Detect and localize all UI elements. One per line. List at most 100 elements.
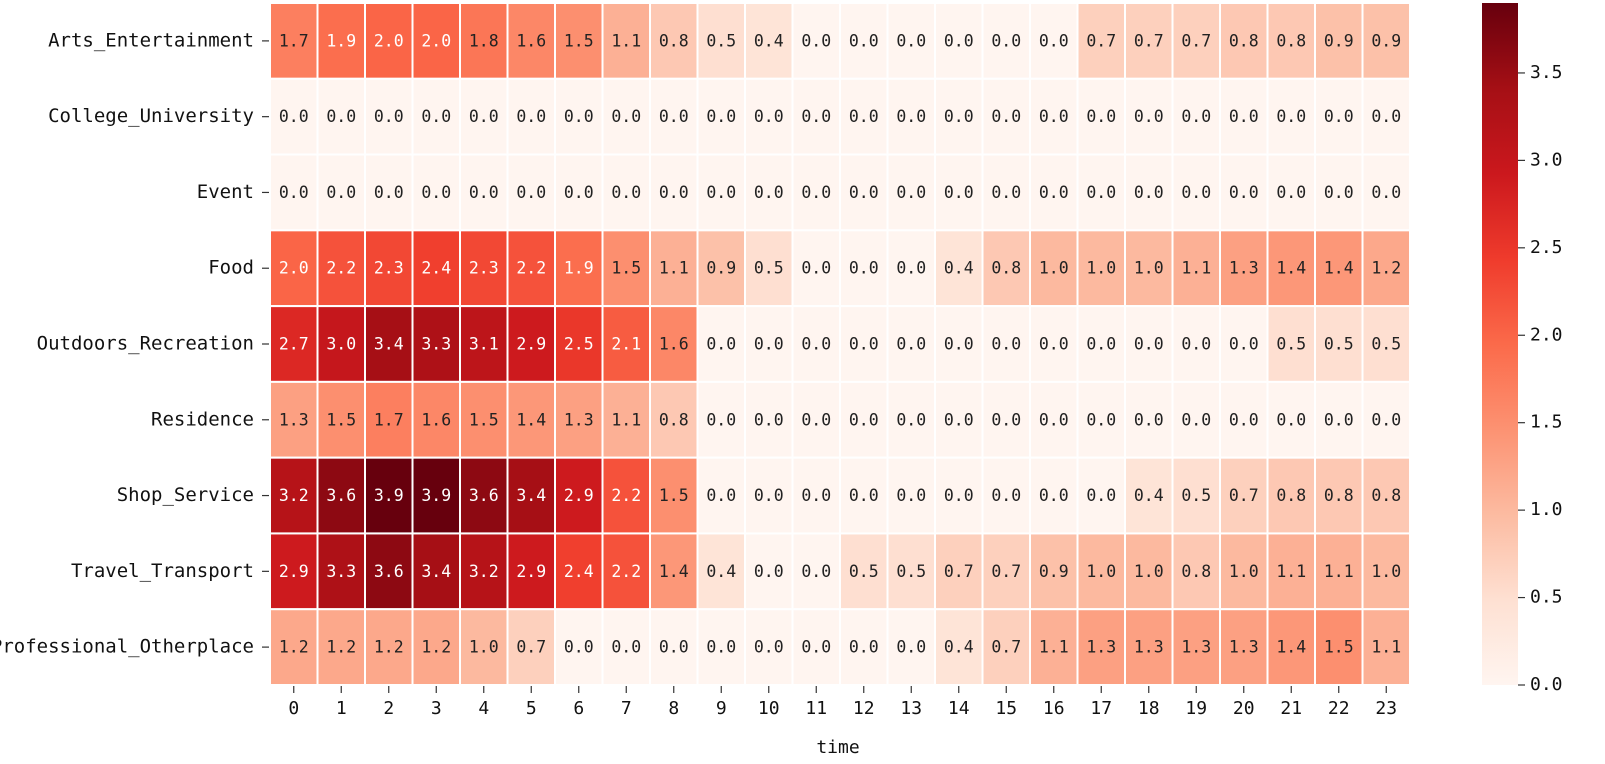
cell-value-label: 0.0 (1039, 410, 1069, 429)
cell-value-label: 0.7 (991, 562, 1021, 581)
heatmap-cell (744, 532, 794, 611)
cell-value-label: 0.0 (754, 410, 784, 429)
cell-value-label: 0.0 (279, 183, 309, 202)
cell-value-label: 0.0 (1181, 335, 1211, 354)
heatmap-cell (316, 608, 366, 687)
row-label: Outdoors_Recreation (37, 333, 254, 355)
heatmap-cell (554, 608, 604, 687)
cell-value-label: 2.4 (564, 562, 594, 581)
cell-value-label: 1.0 (1229, 562, 1259, 581)
cell-value-label: 3.6 (469, 486, 499, 505)
cell-value-label: 0.4 (944, 259, 974, 278)
cell-value-label: 2.9 (564, 486, 594, 505)
heatmap-cell (1361, 77, 1411, 156)
heatmap-cell (696, 532, 746, 611)
colorbar-gradient (1482, 3, 1518, 685)
cell-value-label: 2.9 (279, 562, 309, 581)
cell-value-label: 0.0 (326, 107, 356, 126)
row-label: College_University (48, 105, 254, 127)
heatmap-cell (886, 532, 936, 611)
cell-value-label: 0.0 (849, 410, 879, 429)
heatmap-cell (981, 2, 1031, 80)
heatmap-cell (1171, 2, 1221, 80)
cell-value-label: 0.7 (1086, 31, 1116, 50)
cell-value-label: 1.5 (1324, 638, 1354, 657)
heatmap-cell (506, 2, 556, 80)
heatmap-cell (649, 229, 699, 308)
cell-value-label: 2.3 (374, 259, 404, 278)
cell-value-label: 0.0 (1324, 183, 1354, 202)
cell-value-label: 2.5 (564, 335, 594, 354)
heatmap-cell (1076, 153, 1126, 232)
cell-value-label: 3.2 (279, 486, 309, 505)
heatmap-cell (316, 380, 366, 459)
cell-value-label: 1.1 (1039, 638, 1069, 657)
column-label: 4 (478, 698, 489, 719)
heatmap-cell (744, 456, 794, 535)
cell-value-label: 0.7 (1229, 486, 1259, 505)
heatmap-cell (506, 229, 556, 308)
column-label: 16 (1043, 698, 1065, 719)
heatmap-cell (1124, 305, 1174, 383)
heatmap-cell (1124, 380, 1174, 459)
heatmap-cell (601, 380, 651, 459)
cell-value-label: 1.9 (326, 31, 356, 50)
cell-value-label: 0.5 (1276, 335, 1306, 354)
cell-value-label: 0.0 (1039, 335, 1069, 354)
column-label: 6 (573, 698, 584, 719)
cell-value-label: 0.0 (754, 107, 784, 126)
cell-value-label: 0.0 (754, 183, 784, 202)
cell-value-label: 1.3 (279, 410, 309, 429)
cell-value-label: 0.7 (991, 638, 1021, 657)
cell-value-label: 3.2 (469, 562, 499, 581)
heatmap-cell-labels: 1.7 1.9 2.0 2.0 1.8 1.6 1.5 1.1 0.8 0.5 0.4 0.0 0.0 0… (279, 31, 1401, 656)
heatmap-cell (1361, 153, 1411, 232)
heatmap-cell (1124, 608, 1174, 687)
heatmap-cell (791, 380, 841, 459)
heatmap-cell (1029, 2, 1079, 80)
heatmap-cell (554, 380, 604, 459)
column-label: 1 (336, 698, 347, 719)
heatmap-cell (364, 456, 414, 535)
cell-value-label: 2.4 (421, 259, 451, 278)
cell-value-label: 1.5 (469, 410, 499, 429)
heatmap-cell (1124, 153, 1174, 232)
cell-value-label: 0.0 (1086, 107, 1116, 126)
column-label: 2 (383, 698, 394, 719)
column-label: 13 (900, 698, 922, 719)
heatmap-cell (1314, 77, 1364, 156)
cell-value-label: 0.7 (1181, 31, 1211, 50)
heatmap-cell (459, 153, 509, 232)
cell-value-label: 0.0 (944, 107, 974, 126)
cell-value-label: 3.1 (469, 335, 499, 354)
cell-value-label: 0.5 (896, 562, 926, 581)
heatmap-cell (839, 229, 889, 308)
cell-value-label: 0.0 (1229, 335, 1259, 354)
cell-value-label: 0.0 (991, 183, 1021, 202)
heatmap-cell (839, 153, 889, 232)
heatmap-cell (1076, 608, 1126, 687)
column-label: 10 (758, 698, 780, 719)
colorbar-tick-label: 2.5 (1530, 237, 1563, 258)
cell-value-label: 0.0 (1276, 107, 1306, 126)
cell-value-label: 0.0 (1134, 183, 1164, 202)
cell-value-label: 0.0 (1134, 335, 1164, 354)
cell-value-label: 0.0 (801, 335, 831, 354)
cell-value-label: 1.1 (1324, 562, 1354, 581)
heatmap-cell (1124, 229, 1174, 308)
cell-value-label: 3.4 (374, 335, 404, 354)
cell-value-label: 0.7 (1134, 31, 1164, 50)
heatmap-cell (886, 2, 936, 80)
heatmap-cell (1219, 77, 1269, 156)
heatmap-cell (886, 380, 936, 459)
cell-value-label: 0.4 (706, 562, 736, 581)
cell-value-label: 2.0 (279, 259, 309, 278)
cell-value-label: 1.3 (1086, 638, 1116, 657)
cell-value-label: 0.0 (849, 107, 879, 126)
cell-value-label: 0.0 (1229, 410, 1259, 429)
heatmap-cell (696, 2, 746, 80)
heatmap-cell (554, 77, 604, 156)
cell-value-label: 0.0 (1229, 183, 1259, 202)
heatmap-cell (364, 608, 414, 687)
cell-value-label: 0.0 (801, 638, 831, 657)
